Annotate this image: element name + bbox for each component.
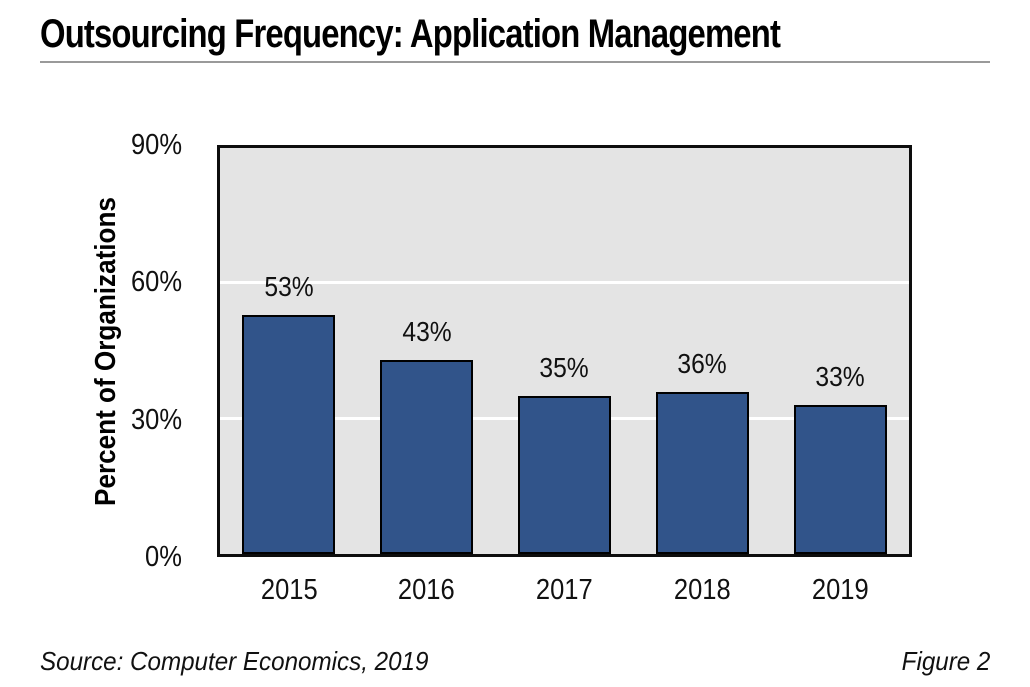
bar-value-label: 53% xyxy=(220,271,358,303)
figure-footer: Source: Computer Economics, 2019 Figure … xyxy=(40,644,990,678)
source-note-text: Source: Computer Economics, 2019 xyxy=(40,645,429,676)
x-tick-2017: 2017 xyxy=(496,570,634,610)
bar-value-label: 36% xyxy=(633,348,771,380)
y-tick-text: 60% xyxy=(130,266,182,299)
bar-value-text: 35% xyxy=(539,352,590,384)
bar-2017 xyxy=(518,396,611,554)
y-tick-90: 90% xyxy=(0,128,182,162)
y-tick-0: 0% xyxy=(0,540,182,574)
y-tick-30: 30% xyxy=(0,403,182,437)
y-tick-text: 30% xyxy=(130,403,182,436)
x-tick-2015: 2015 xyxy=(220,570,358,610)
x-tick-text: 2019 xyxy=(811,574,869,606)
x-tick-text: 2016 xyxy=(398,574,456,606)
gridline-60 xyxy=(220,281,909,285)
bar-2016 xyxy=(380,360,474,554)
bar-value-label: 43% xyxy=(358,316,496,348)
y-tick-text: 90% xyxy=(130,129,182,161)
figure-label: Figure 2 xyxy=(895,646,990,677)
page-title: Outsourcing Frequency: Application Manag… xyxy=(40,12,943,56)
bar-value-text: 36% xyxy=(677,347,727,379)
x-tick-text: 2018 xyxy=(673,574,731,606)
x-axis-ticks: 2015 2016 2017 2018 2019 xyxy=(217,570,912,610)
y-tick-60: 60% xyxy=(0,265,182,299)
figure-label-text: Figure 2 xyxy=(901,645,990,676)
bar-2015 xyxy=(242,314,336,554)
x-tick-2018: 2018 xyxy=(633,570,771,610)
y-tick-text: 0% xyxy=(145,541,182,573)
plot-area: 53% 43% 35% 36% 33% xyxy=(217,145,912,557)
bar-value-label: 35% xyxy=(496,352,634,384)
x-tick-2019: 2019 xyxy=(771,570,909,610)
source-note: Source: Computer Economics, 2019 xyxy=(40,646,458,677)
page-title-text: Outsourcing Frequency: Application Manag… xyxy=(40,12,781,56)
bar-value-text: 53% xyxy=(264,270,314,302)
bar-value-text: 43% xyxy=(402,316,452,348)
bar-value-text: 33% xyxy=(815,361,865,393)
title-underline xyxy=(40,61,990,63)
x-tick-text: 2015 xyxy=(260,574,318,606)
bar-value-label: 33% xyxy=(771,361,909,393)
y-axis-ticks: 90% 60% 30% 0% xyxy=(0,129,205,573)
x-tick-2016: 2016 xyxy=(358,570,496,610)
bar-2018 xyxy=(655,391,749,554)
bar-2019 xyxy=(793,405,887,554)
x-tick-text: 2017 xyxy=(536,574,593,606)
